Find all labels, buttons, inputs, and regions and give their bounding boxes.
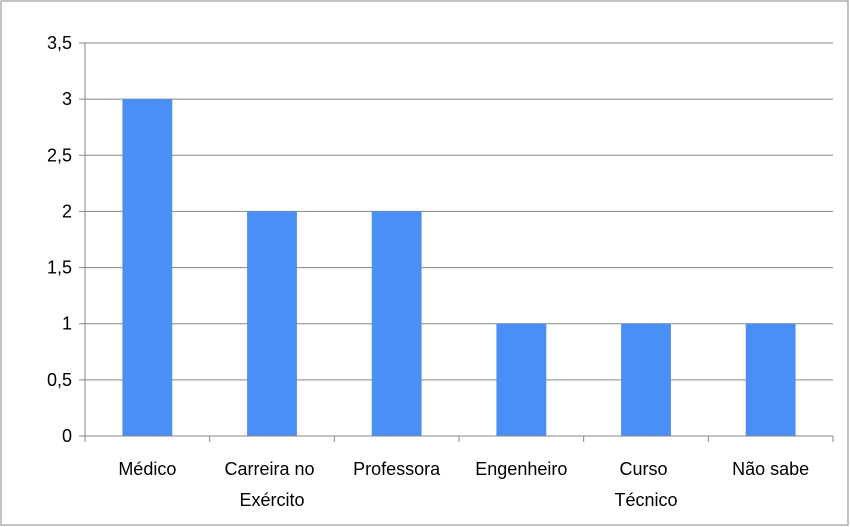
bar xyxy=(247,211,297,436)
y-tick-label: 3 xyxy=(62,89,72,109)
bar xyxy=(745,323,796,436)
bar xyxy=(496,323,547,436)
bar xyxy=(122,99,173,437)
x-tick-label: Carreira no Exército xyxy=(224,459,319,510)
y-tick-label: 1,5 xyxy=(47,258,72,278)
bar xyxy=(371,211,422,436)
y-tick-label: 0 xyxy=(62,426,72,446)
x-tick-label: Engenheiro xyxy=(475,459,567,479)
x-tick-label: Não sabe xyxy=(732,459,809,479)
x-tick-label: Professora xyxy=(353,459,441,479)
y-tick-label: 1 xyxy=(62,314,72,334)
bar xyxy=(621,323,671,436)
y-tick-label: 2,5 xyxy=(47,145,72,165)
x-tick-label: Curso Técnico xyxy=(614,459,677,510)
y-tick-label: 2 xyxy=(62,201,72,221)
y-tick-label: 0,5 xyxy=(47,370,72,390)
y-tick-label: 3,5 xyxy=(47,33,72,53)
x-tick-label: Médico xyxy=(118,459,176,479)
